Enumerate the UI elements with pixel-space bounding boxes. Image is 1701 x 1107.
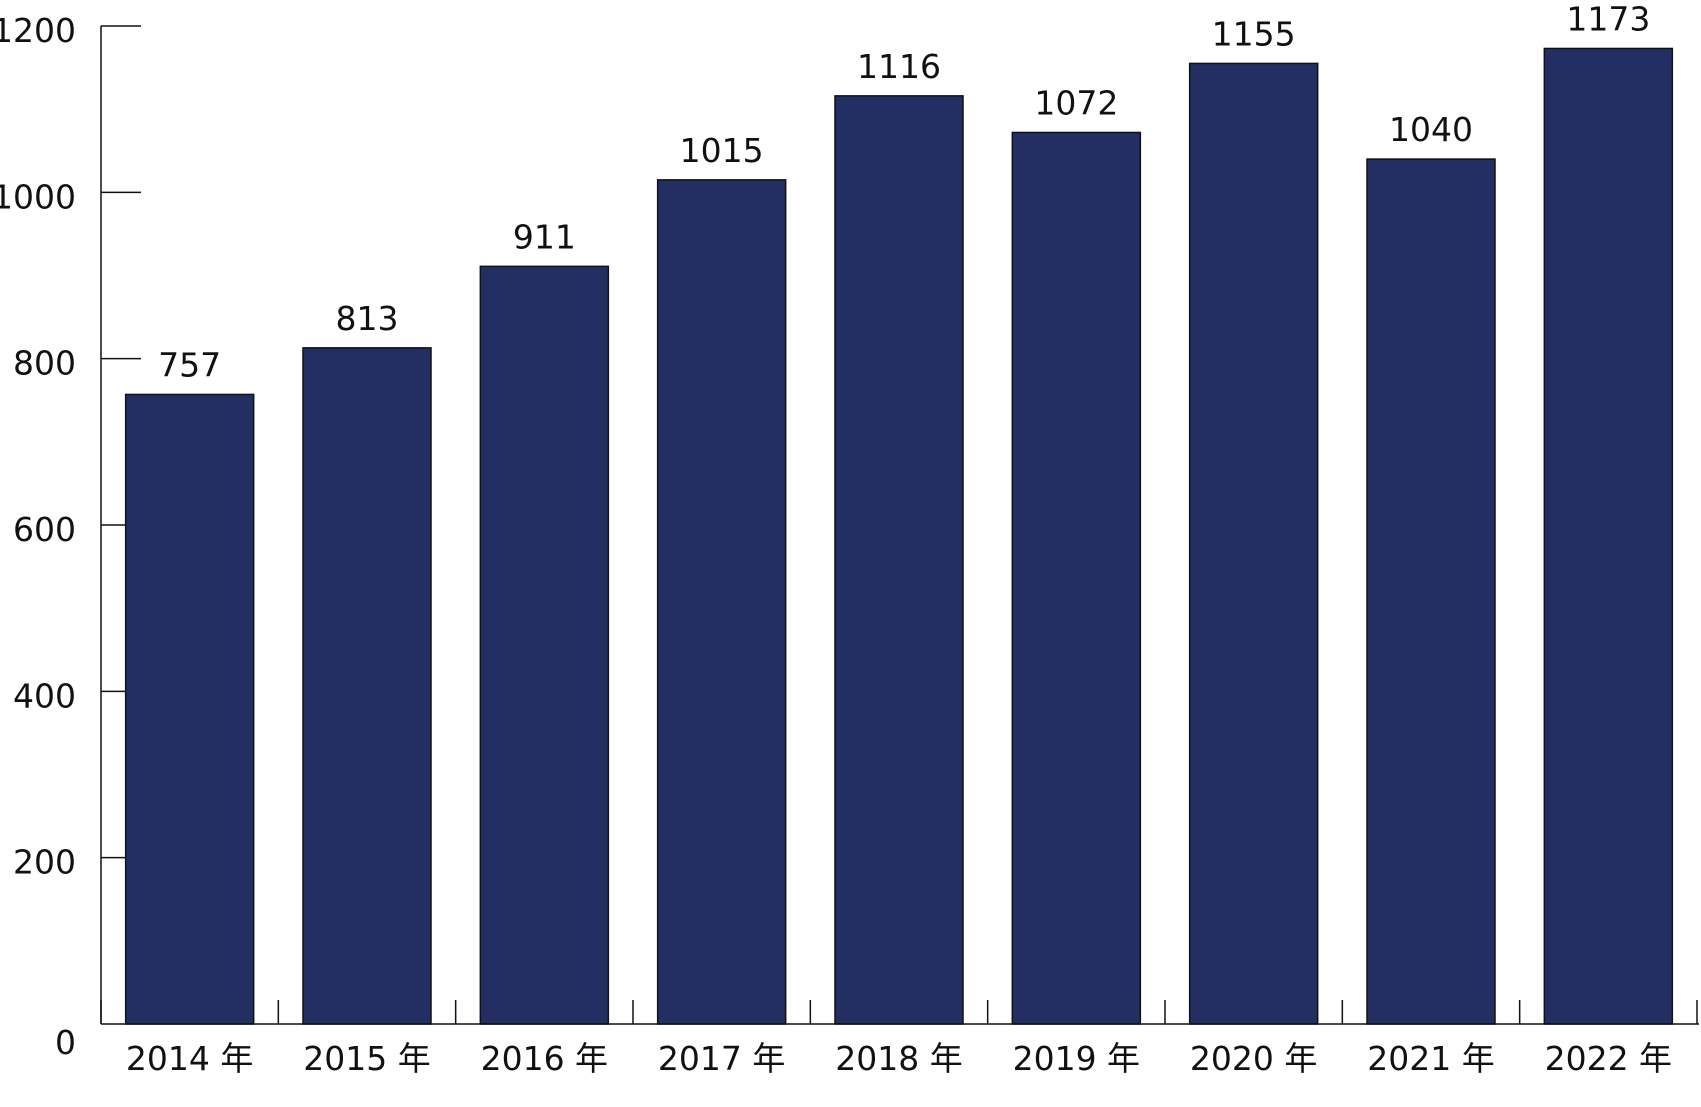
x-tick-label-8: 2022 年 xyxy=(1545,1039,1672,1078)
bar-2021 年 xyxy=(1366,158,1496,1025)
data-labels: 757 813 911 1015 1116 1072 1155 1040 1173 xyxy=(158,0,1650,384)
y-tick-label-400: 400 xyxy=(13,676,76,715)
bar-2017 年 xyxy=(656,179,787,1025)
data-label-7: 1040 xyxy=(1389,110,1473,149)
data-label-5: 1072 xyxy=(1034,83,1118,122)
x-tick-label-1: 2015 年 xyxy=(303,1039,430,1078)
bar-2016 年 xyxy=(479,265,610,1025)
y-axis: 0 200 400 600 800 1000 1200 xyxy=(0,11,141,1062)
bar-2022 年 xyxy=(1543,47,1674,1025)
x-tick-label-0: 2014 年 xyxy=(126,1039,253,1078)
y-tick-label-1200: 1200 xyxy=(0,11,76,50)
data-label-4: 1116 xyxy=(857,47,941,86)
bar-2020 年 xyxy=(1188,62,1319,1025)
bar-2014 年 xyxy=(124,393,255,1025)
y-tick-label-800: 800 xyxy=(13,344,76,383)
x-axis: 2014 年 2015 年 2016 年 2017 年 2018 年 2019 年 2020… xyxy=(100,1000,1699,1078)
x-tick-label-7: 2021 年 xyxy=(1367,1039,1494,1078)
y-tick-label-0: 0 xyxy=(55,1023,76,1062)
data-label-0: 757 xyxy=(158,345,221,384)
y-tick-label-1000: 1000 xyxy=(0,177,76,216)
x-tick-label-5: 2019 年 xyxy=(1013,1039,1140,1078)
y-tick-label-600: 600 xyxy=(13,510,76,549)
x-tick-label-4: 2018 年 xyxy=(835,1039,962,1078)
data-label-3: 1015 xyxy=(680,131,764,170)
data-label-6: 1155 xyxy=(1212,14,1296,53)
x-tick-label-3: 2017 年 xyxy=(658,1039,785,1078)
data-label-8: 1173 xyxy=(1566,0,1650,38)
bar-2015 年 xyxy=(302,347,432,1025)
x-tick-label-2: 2016 年 xyxy=(481,1039,608,1078)
bar-2018 年 xyxy=(834,95,964,1025)
bars xyxy=(124,47,1674,1025)
data-label-2: 911 xyxy=(513,217,576,256)
x-tick-label-6: 2020 年 xyxy=(1190,1039,1317,1078)
data-label-1: 813 xyxy=(336,299,399,338)
y-tick-label-200: 200 xyxy=(13,843,76,882)
bar-2019 年 xyxy=(1011,131,1142,1025)
